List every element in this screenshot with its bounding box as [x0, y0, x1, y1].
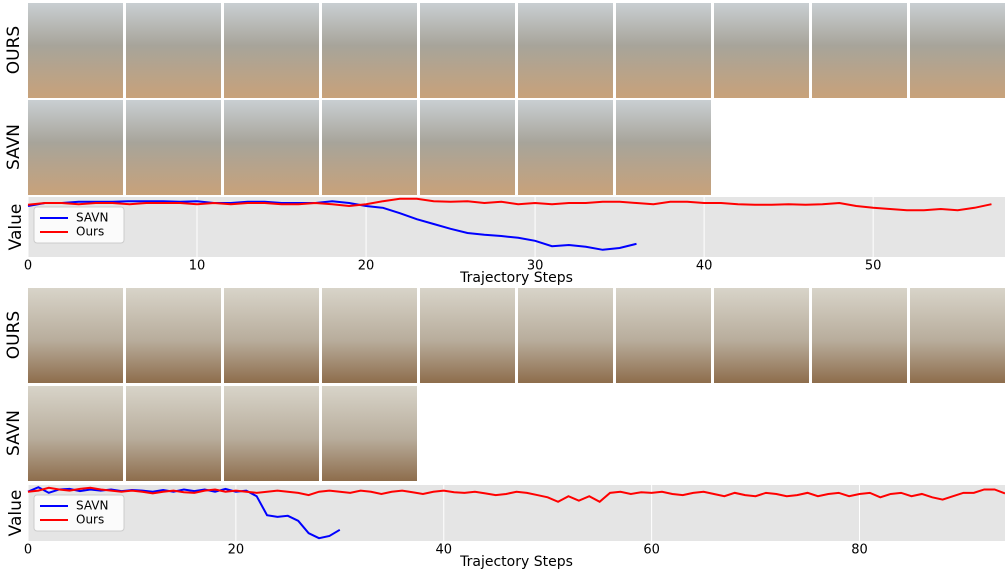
frame-thumbnail	[126, 3, 221, 98]
legend-label: SAVN	[76, 499, 108, 513]
x-tick-label: 0	[24, 259, 32, 274]
x-tick-label: 0	[24, 543, 32, 558]
frame-thumbnail	[420, 3, 515, 98]
x-tick-label: 10	[189, 259, 206, 274]
frame-thumbnail	[910, 288, 1005, 383]
legend-label: Ours	[76, 513, 104, 527]
frame-thumbnail	[322, 3, 417, 98]
x-tick-label: 40	[435, 543, 452, 558]
x-tick-label: 20	[228, 543, 245, 558]
x-tick-label: 40	[696, 259, 713, 274]
row-label: OURS	[4, 311, 24, 359]
figure: OURSSAVNOURSSAVN01020304050Trajectory St…	[0, 0, 1005, 577]
x-tick-label: 50	[865, 259, 882, 274]
frame-thumbnail	[224, 288, 319, 383]
page: OURSSAVNOURSSAVN01020304050Trajectory St…	[0, 0, 1005, 577]
frame-thumbnail	[322, 386, 417, 481]
frame-thumbnail	[518, 100, 613, 195]
frame-thumbnail	[126, 100, 221, 195]
frame-thumbnail	[518, 288, 613, 383]
frame-thumbnail	[812, 3, 907, 98]
row-label: SAVN	[4, 124, 24, 170]
frame-thumbnail	[812, 288, 907, 383]
legend-label: Ours	[76, 225, 104, 239]
frame-thumbnail	[28, 386, 123, 481]
frame-thumbnail	[126, 288, 221, 383]
frame-thumbnail	[616, 3, 711, 98]
frame-thumbnail	[616, 100, 711, 195]
x-axis-label: Trajectory Steps	[459, 270, 573, 286]
frame-thumbnail	[616, 288, 711, 383]
frame-thumbnail	[224, 3, 319, 98]
frame-thumbnail	[28, 288, 123, 383]
row-label: OURS	[4, 26, 24, 74]
frame-thumbnail	[322, 100, 417, 195]
frame-thumbnail	[224, 100, 319, 195]
frame-thumbnail	[910, 3, 1005, 98]
frame-thumbnail	[714, 3, 809, 98]
x-tick-label: 60	[643, 543, 660, 558]
frame-thumbnail	[224, 386, 319, 481]
x-tick-label: 20	[358, 259, 375, 274]
row-label: SAVN	[4, 410, 24, 456]
frame-thumbnail	[28, 3, 123, 98]
y-axis-label: Value	[6, 490, 26, 537]
frame-thumbnail	[126, 386, 221, 481]
x-axis-label: Trajectory Steps	[459, 554, 573, 570]
frame-thumbnail	[420, 288, 515, 383]
x-tick-label: 80	[851, 543, 868, 558]
legend-label: SAVN	[76, 211, 108, 225]
frame-thumbnail	[518, 3, 613, 98]
frame-thumbnail	[714, 288, 809, 383]
frame-thumbnail	[420, 100, 515, 195]
frame-thumbnail	[322, 288, 417, 383]
y-axis-label: Value	[6, 204, 26, 251]
frame-thumbnail	[28, 100, 123, 195]
